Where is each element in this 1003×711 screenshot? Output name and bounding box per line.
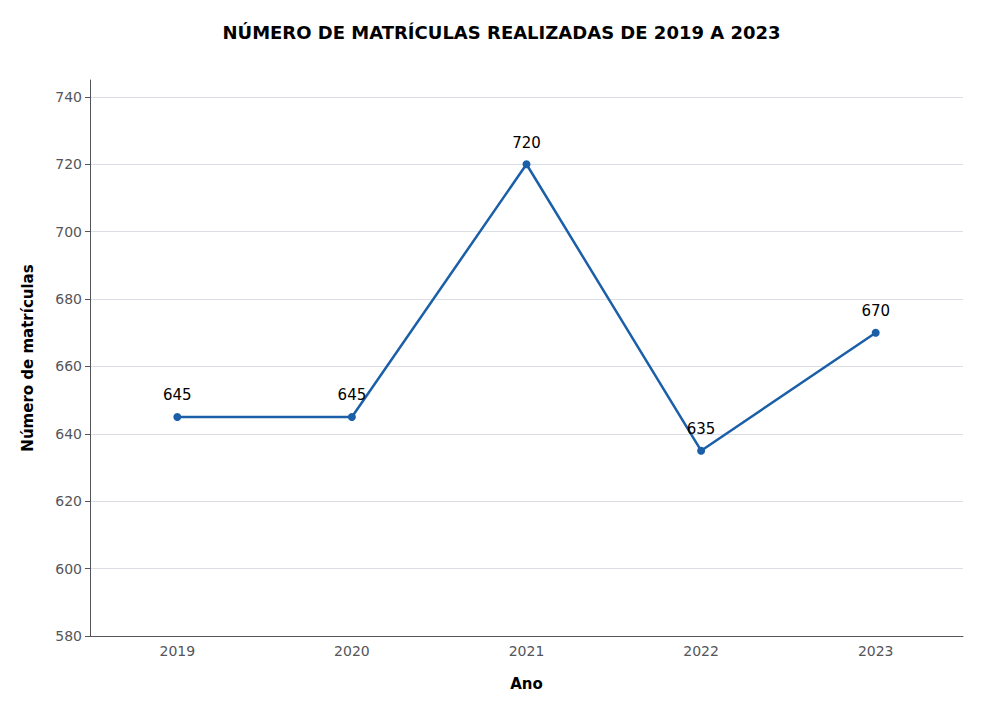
svg-text:640: 640 — [55, 426, 82, 442]
svg-text:620: 620 — [55, 493, 82, 509]
svg-text:NÚMERO DE MATRÍCULAS REALIZADA: NÚMERO DE MATRÍCULAS REALIZADAS DE 2019 … — [222, 22, 780, 43]
svg-text:2023: 2023 — [858, 643, 894, 659]
svg-text:670: 670 — [861, 302, 890, 320]
svg-text:660: 660 — [55, 358, 82, 374]
svg-text:Ano: Ano — [510, 675, 543, 693]
svg-text:2022: 2022 — [683, 643, 719, 659]
svg-text:720: 720 — [55, 156, 82, 172]
svg-text:Número de matrículas: Número de matrículas — [19, 264, 37, 451]
svg-text:600: 600 — [55, 561, 82, 577]
svg-text:720: 720 — [512, 134, 541, 152]
svg-text:2021: 2021 — [509, 643, 545, 659]
svg-text:2019: 2019 — [159, 643, 195, 659]
svg-text:645: 645 — [163, 386, 192, 404]
svg-text:680: 680 — [55, 291, 82, 307]
svg-text:580: 580 — [55, 628, 82, 644]
svg-text:2020: 2020 — [334, 643, 370, 659]
svg-text:635: 635 — [687, 420, 716, 438]
svg-text:645: 645 — [338, 386, 367, 404]
svg-text:740: 740 — [55, 89, 82, 105]
svg-text:700: 700 — [55, 224, 82, 240]
